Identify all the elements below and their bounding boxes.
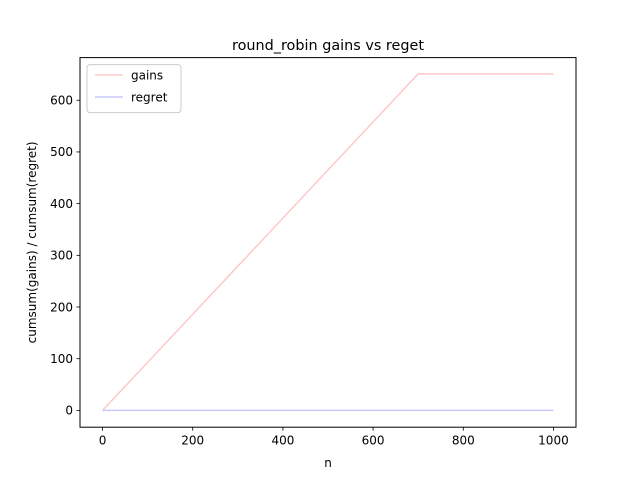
axes-frame bbox=[79, 57, 577, 428]
x-tick-label: 400 bbox=[271, 434, 294, 448]
legend-label-regret: regret bbox=[131, 91, 168, 105]
y-tick-label: 0 bbox=[65, 404, 73, 418]
legend-label-gains: gains bbox=[131, 69, 163, 83]
legend: gains regret bbox=[86, 64, 182, 114]
x-tick-label: 800 bbox=[452, 434, 475, 448]
x-axis-ticks: 0 200 400 600 800 1000 bbox=[99, 427, 569, 448]
x-tick-label: 0 bbox=[99, 434, 107, 448]
y-axis-ticks: 0 100 200 300 400 500 600 bbox=[50, 94, 80, 418]
y-tick-label: 500 bbox=[50, 145, 73, 159]
y-tick-label: 600 bbox=[50, 94, 73, 108]
y-tick-label: 400 bbox=[50, 197, 73, 211]
y-tick-label: 100 bbox=[50, 352, 73, 366]
series-line-gains bbox=[102, 73, 554, 411]
legend-box bbox=[86, 64, 182, 114]
chart-title: round_robin gains vs reget bbox=[232, 38, 424, 54]
series-layer bbox=[102, 73, 554, 412]
x-axis-label: n bbox=[324, 456, 332, 470]
x-tick-label: 1000 bbox=[538, 434, 569, 448]
x-tick-label: 200 bbox=[181, 434, 204, 448]
plot-area bbox=[79, 57, 577, 428]
x-tick-label: 600 bbox=[362, 434, 385, 448]
y-tick-label: 300 bbox=[50, 249, 73, 263]
y-tick-label: 200 bbox=[50, 300, 73, 314]
y-axis-label: cumsum(gains) / cumsum(regret) bbox=[25, 141, 39, 343]
